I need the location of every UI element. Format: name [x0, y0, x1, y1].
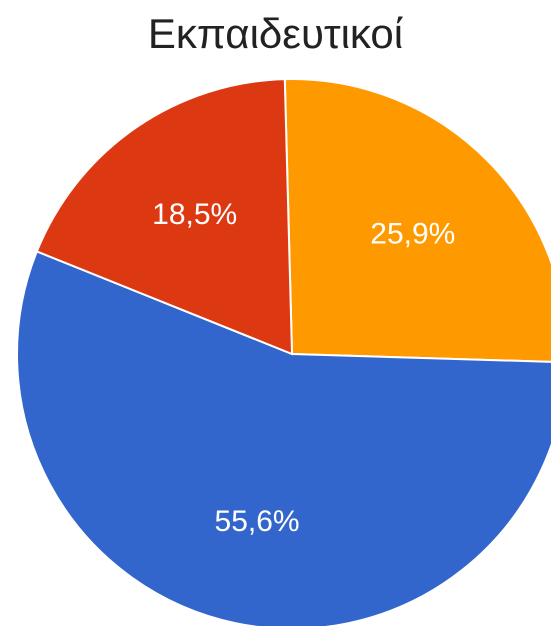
pie-slices: [16, 78, 551, 626]
slice-label-1: 55,6%: [215, 505, 300, 538]
pie-labels: 25,9% 55,6% 18,5%: [152, 198, 455, 538]
slice-label-0: 25,9%: [370, 218, 455, 251]
slice-label-2: 18,5%: [152, 198, 237, 231]
pie-slice-0: [283, 78, 551, 363]
pie-slice-1: [16, 250, 551, 626]
chart-title: Εκπαιδευτικοί: [147, 10, 404, 57]
pie-slice-2: [35, 78, 294, 356]
